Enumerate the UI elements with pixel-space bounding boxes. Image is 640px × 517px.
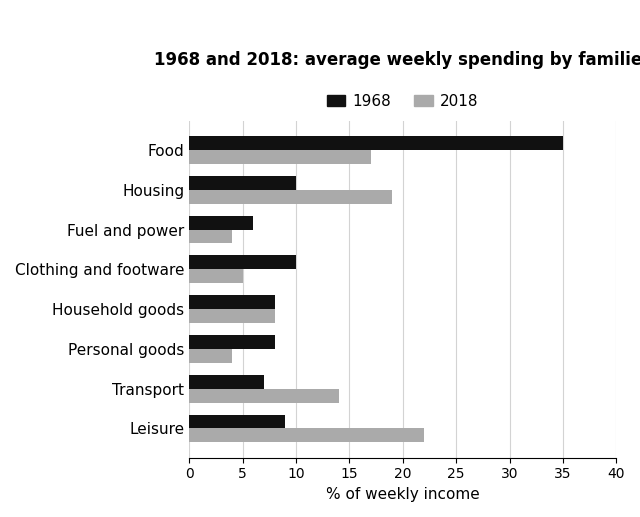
Bar: [189, 255, 296, 269]
Bar: [189, 295, 275, 309]
Bar: [189, 375, 264, 389]
Bar: [189, 269, 243, 283]
Title: 1968 and 2018: average weekly spending by families: 1968 and 2018: average weekly spending b…: [154, 51, 640, 69]
Bar: [189, 216, 253, 230]
Bar: [189, 150, 371, 164]
Bar: [189, 415, 285, 429]
Bar: [189, 230, 232, 244]
Bar: [189, 429, 424, 443]
Bar: [189, 349, 232, 363]
Bar: [189, 136, 563, 150]
Bar: [189, 176, 296, 190]
Bar: [189, 335, 275, 349]
Legend: 1968, 2018: 1968, 2018: [321, 88, 485, 115]
Bar: [189, 389, 339, 403]
X-axis label: % of weekly income: % of weekly income: [326, 487, 480, 502]
Bar: [189, 309, 275, 323]
Bar: [189, 190, 392, 204]
